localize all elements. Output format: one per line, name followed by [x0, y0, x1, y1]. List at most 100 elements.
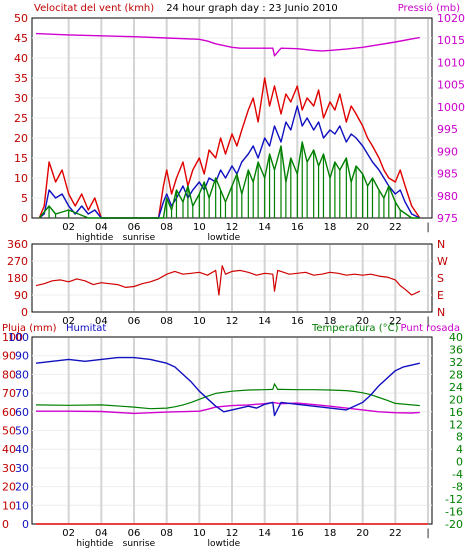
pressure-ytick-label: 985: [437, 168, 458, 181]
humidity-line: [35, 356, 420, 417]
direction-compass-label: W: [437, 255, 448, 268]
temperature-ytick-label: -4: [452, 468, 463, 481]
temperature-axis-title: Temperatura (°C): [311, 323, 399, 334]
wind-ytick-label: 0: [21, 212, 28, 225]
wind-tide-annotation: lowtide: [208, 233, 241, 243]
direction-ytick-label: 180: [7, 272, 28, 285]
humidity-ytick-label: 90: [15, 350, 29, 363]
pressure-ytick-label: 975: [437, 212, 458, 225]
direction-xtick-label: 22: [389, 316, 402, 327]
temperature-ytick-label: 4: [456, 443, 463, 456]
direction-xtick-label: 16: [291, 316, 304, 327]
direction-xtick-label: 18: [324, 316, 337, 327]
wind-xtick-label: 22: [389, 222, 402, 233]
climate-xtick-label: 14: [258, 528, 271, 539]
wind-xtick-label: 02: [62, 222, 75, 233]
humidity-ytick-label: 0: [22, 518, 29, 531]
direction-xtick-label: 06: [128, 316, 141, 327]
wind-xtick-label: 18: [324, 222, 337, 233]
wind-xtick-label: 20: [356, 222, 369, 233]
temperature-ytick-label: -8: [452, 481, 463, 494]
rain-ytick-label: 50: [2, 425, 16, 438]
wind-tide-annotation: sunrise: [123, 233, 156, 243]
rain-axis-title: Pluja (mm): [2, 323, 57, 334]
humidity-axis-title: Humitat: [66, 323, 106, 334]
wind-min-line: [38, 141, 420, 219]
climate-xtick-label: 06: [128, 528, 141, 539]
direction-ytick-label: 270: [7, 255, 28, 268]
wind-xtick-label: 14: [258, 222, 271, 233]
direction-xtick-label: 12: [226, 316, 239, 327]
rain-ytick-label: 10: [2, 499, 16, 512]
pressure-ytick-label: 980: [437, 190, 458, 203]
climate-xtick-label: 10: [193, 528, 206, 539]
direction-xtick-label: 10: [193, 316, 206, 327]
climate-tide-annotation: sunrise: [123, 539, 156, 549]
dewpoint-axis-title: Punt rosada: [401, 323, 460, 334]
rain-ytick-label: 90: [2, 350, 16, 363]
wind-xtick-label: 10: [193, 222, 206, 233]
direction-ytick-label: 360: [7, 238, 28, 251]
temperature-ytick-label: -16: [445, 506, 463, 519]
direction-xtick-label: |: [426, 316, 429, 327]
temperature-ytick-label: 0: [456, 456, 463, 469]
direction-ytick-label: 0: [21, 306, 28, 319]
climate-xtick-label: 22: [389, 528, 402, 539]
wind-ytick-label: 25: [14, 112, 28, 125]
temperature-ytick-label: 40: [449, 331, 463, 344]
pressure-ytick-label: 1000: [437, 101, 465, 114]
temperature-ytick-label: 24: [449, 381, 463, 394]
wind-xtick-label: 06: [128, 222, 141, 233]
rain-ytick-label: 30: [2, 462, 16, 475]
humidity-ytick-label: 70: [15, 387, 29, 400]
direction-xtick-label: 04: [95, 316, 108, 327]
rain-ytick-label: 0: [2, 518, 9, 531]
direction-xtick-label: 20: [356, 316, 369, 327]
wind-ytick-label: 45: [14, 32, 28, 45]
humidity-ytick-label: 100: [8, 331, 29, 344]
humidity-ytick-label: 80: [15, 368, 29, 381]
wind-ytick-label: 5: [21, 192, 28, 205]
climate-tide-annotation: lowtide: [208, 539, 241, 549]
temperature-ytick-label: 20: [449, 393, 463, 406]
climate-xtick-label: 12: [226, 528, 239, 539]
wind-ytick-label: 10: [14, 172, 28, 185]
wind-xtick-label: 04: [95, 222, 108, 233]
wind-ytick-label: 20: [14, 132, 28, 145]
rain-ytick-label: 80: [2, 368, 16, 381]
climate-xtick-label: 18: [324, 528, 337, 539]
temperature-ytick-label: 36: [449, 343, 463, 356]
wind-xtick-label: 12: [226, 222, 239, 233]
rain-ytick-label: 60: [2, 406, 16, 419]
humidity-ytick-label: 60: [15, 406, 29, 419]
wind-xtick-label: 08: [160, 222, 173, 233]
wind-ytick-label: 30: [14, 92, 28, 105]
wind-ytick-label: 50: [14, 12, 28, 25]
pressure-ytick-label: 995: [437, 123, 458, 136]
climate-xtick-label: 20: [356, 528, 369, 539]
pressure-axis-title: Pressió (mb): [398, 2, 460, 14]
direction-ytick-label: 90: [14, 289, 28, 302]
rain-ytick-label: 70: [2, 387, 16, 400]
climate-xtick-label: 16: [291, 528, 304, 539]
humidity-ytick-label: 20: [15, 481, 29, 494]
pressure-ytick-label: 1020: [437, 12, 465, 25]
wind-ytick-label: 35: [14, 72, 28, 85]
rain-ytick-label: 100: [2, 331, 23, 344]
wind-ytick-label: 40: [14, 52, 28, 65]
temperature-ytick-label: -20: [445, 518, 463, 531]
chart-title: 24 hour graph day : 23 Junio 2010: [166, 3, 338, 14]
direction-compass-label: N: [437, 306, 445, 319]
wind-direction-line: [35, 265, 421, 296]
wind-axis-title: Velocitat del vent (kmh): [34, 3, 154, 14]
climate-xtick-label: 04: [95, 528, 108, 539]
direction-compass-label: S: [437, 272, 444, 285]
direction-xtick-label: 02: [62, 316, 75, 327]
wind-tide-annotation: hightide: [76, 233, 113, 243]
temperature-ytick-label: -12: [445, 493, 463, 506]
pressure-ytick-label: 1010: [437, 56, 465, 69]
temperature-ytick-label: 32: [449, 356, 463, 369]
humidity-ytick-label: 30: [15, 462, 29, 475]
temperature-ytick-label: 28: [449, 368, 463, 381]
